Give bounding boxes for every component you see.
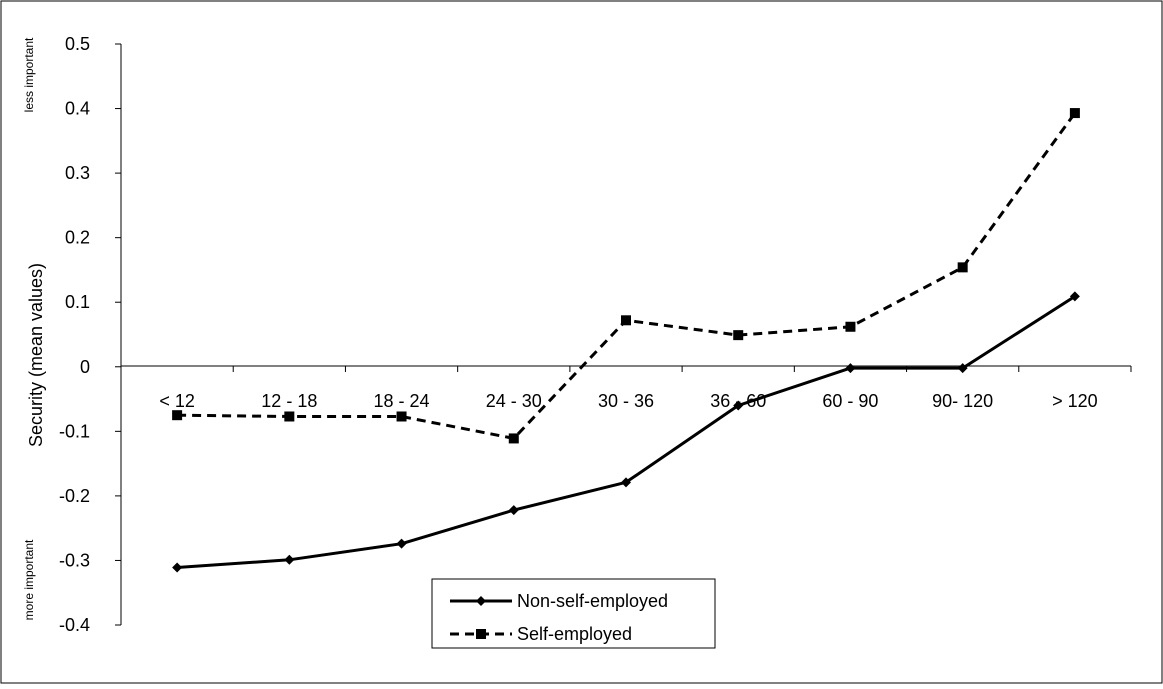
data-point-square	[1069, 108, 1080, 119]
data-point-square	[172, 410, 183, 421]
data-point-diamond	[508, 505, 519, 516]
legend-marker-diamond	[476, 596, 486, 606]
data-point-square	[621, 315, 631, 326]
y-tick-label: -0.4	[59, 615, 90, 635]
x-category-label: 30 - 36	[598, 391, 654, 411]
x-category-label: > 120	[1052, 391, 1098, 411]
data-point-diamond	[284, 554, 295, 565]
data-point-diamond	[845, 363, 856, 374]
y-tick-label: 0.2	[65, 228, 90, 248]
y-axis: 0.5 0.4 0.3 0.2 0.1 0 -0.1 -0.2 -0.3 -0.4	[59, 34, 122, 635]
legend: Non-self-employed Self-employed	[431, 578, 716, 649]
x-category-label: 60 - 90	[822, 391, 878, 411]
legend-marker-square	[476, 629, 486, 639]
y-tick-label: 0.4	[65, 99, 90, 119]
legend-label-non-self-employed: Non-self-employed	[517, 591, 668, 611]
data-point-square	[957, 262, 968, 273]
series	[172, 108, 1080, 573]
data-point-diamond	[1069, 291, 1080, 302]
data-point-diamond	[957, 363, 968, 374]
x-category-label: 90- 120	[932, 391, 993, 411]
x-category-label: 24 - 30	[486, 391, 542, 411]
data-point-diamond	[396, 538, 407, 549]
y-tick-label: -0.3	[59, 550, 90, 570]
data-point-diamond	[621, 477, 631, 488]
data-point-square	[733, 330, 744, 341]
side-label-top: less important	[22, 37, 36, 112]
y-tick-label: 0.1	[65, 292, 90, 312]
data-point-diamond	[172, 562, 183, 573]
y-tick-label: -0.1	[59, 421, 90, 441]
x-category-label: 18 - 24	[374, 391, 430, 411]
y-tick-label: 0.5	[65, 34, 90, 54]
y-tick-label: -0.2	[59, 486, 90, 506]
x-category-label: 12 - 18	[261, 391, 317, 411]
x-category-label: < 12	[159, 391, 195, 411]
y-tick-label: 0.3	[65, 163, 90, 183]
data-point-square	[396, 411, 407, 422]
data-point-diamond	[733, 400, 744, 411]
y-axis-title: Security (mean values)	[26, 263, 46, 447]
legend-label-self-employed: Self-employed	[517, 624, 632, 644]
side-label-bottom: more important	[22, 539, 36, 620]
data-point-square	[284, 411, 295, 422]
y-tick-label: 0	[80, 357, 90, 377]
data-point-square	[845, 321, 856, 332]
data-point-square	[508, 433, 519, 444]
